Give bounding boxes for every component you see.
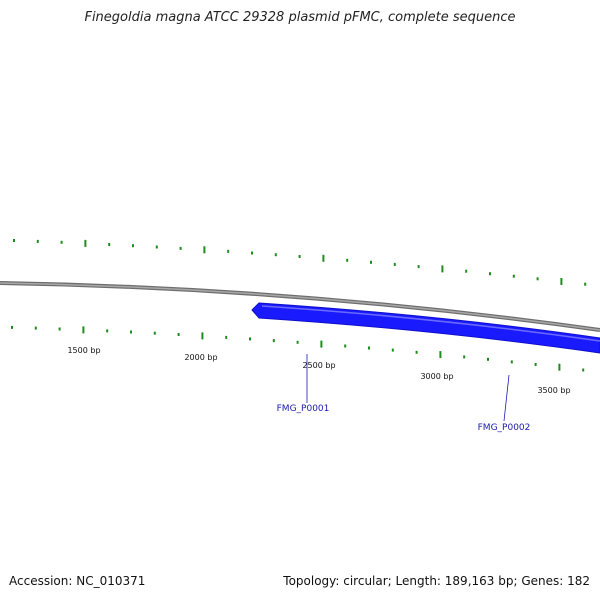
- sequence-backbone: [0, 281, 600, 332]
- gc-content-track-lower: [11, 325, 585, 372]
- scale-tick-label: 1500 bp: [67, 346, 100, 355]
- scale-ticks: 1500 bp 2000 bp 2500 bp 3000 bp 3500 bp: [67, 346, 570, 395]
- map-title: Finegoldia magna ATCC 29328 plasmid pFMC…: [84, 10, 516, 25]
- gene-label-group[interactable]: FMG_P0002: [478, 374, 531, 433]
- gc-content-track-upper: [13, 239, 587, 286]
- gene-label[interactable]: FMG_P0002: [478, 423, 531, 433]
- gene-label-group[interactable]: FMG_P0001: [277, 354, 330, 414]
- accession-label: Accession: NC_010371: [9, 574, 146, 588]
- scale-tick-label: 3500 bp: [537, 386, 570, 395]
- scale-tick-label: 3000 bp: [420, 372, 453, 381]
- gene-label[interactable]: FMG_P0001: [277, 404, 330, 414]
- topology-summary: Topology: circular; Length: 189,163 bp; …: [283, 574, 590, 588]
- scale-tick-label: 2000 bp: [184, 353, 217, 362]
- scale-tick-label: 2500 bp: [302, 361, 335, 370]
- gene-label-leader: [503, 374, 510, 422]
- gene-feature-forward[interactable]: [251, 302, 600, 354]
